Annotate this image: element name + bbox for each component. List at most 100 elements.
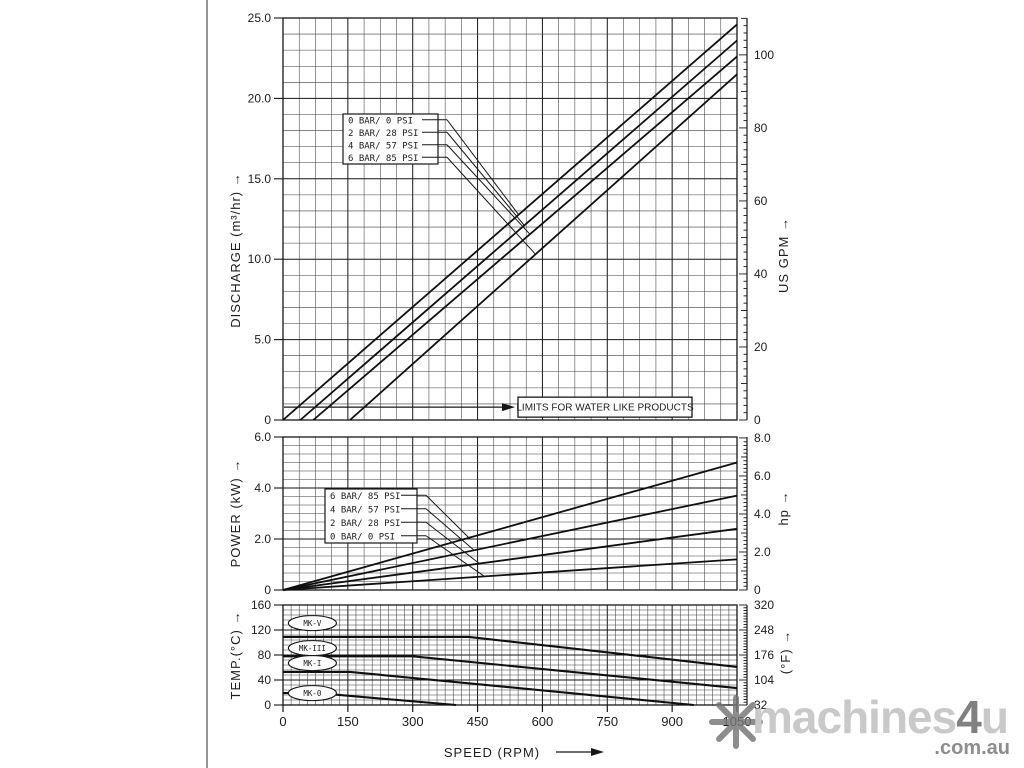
legend-entry-label: 2 BAR/ 28 PSI [330, 519, 400, 529]
x-axis-arrow-head [591, 748, 604, 756]
axis-title: DISCHARGE (m³/hr) → [228, 172, 243, 328]
right-tick-label: 2.0 [754, 545, 771, 559]
model-oval-label: MK-III [299, 644, 326, 653]
legend-entry-label: 2 BAR/ 28 PSI [348, 129, 418, 139]
legend-leader [425, 494, 470, 539]
left-tick-label: 6.0 [254, 430, 271, 444]
left-tick-label: 20.0 [248, 91, 272, 105]
curve-4-bar-57-psi [282, 494, 738, 591]
x-tick-label: 0 [279, 714, 286, 729]
legend-leader [425, 535, 485, 577]
curve-mk-i [283, 670, 694, 707]
x-tick-label: 450 [467, 714, 489, 729]
x-tick-label: 750 [596, 714, 618, 729]
legend-entry-label: 6 BAR/ 85 PSI [348, 154, 418, 164]
watermark-brand-prefix: machines [752, 691, 957, 743]
axis-title: POWER (kW) → [228, 459, 243, 568]
left-tick-label: 25.0 [248, 11, 272, 25]
panel-border [282, 17, 738, 421]
left-tick-label: 80 [258, 648, 272, 662]
left-tick-label: 40 [258, 673, 272, 687]
right-tick-label: 176 [754, 648, 774, 662]
right-tick-label: 32 [754, 698, 768, 712]
right-tick-label: 320 [754, 598, 774, 612]
x-axis-title: SPEED (RPM) [444, 745, 540, 760]
right-tick-label: 248 [754, 623, 774, 637]
curve-4-bar-57-psi [312, 55, 738, 421]
curve-mk-iii [283, 655, 738, 690]
watermark-brand-number: 4 [956, 691, 982, 743]
axis-title: hp → [776, 490, 791, 525]
right-tick-label: 80 [754, 121, 768, 135]
legend-entry-label: 0 BAR/ 0 PSI [348, 116, 413, 126]
curve-mk-v [283, 635, 738, 668]
power-panel: 0 2.0 4.0 6.0 0 2.0 4.0 6.0 8.0 6 BAR/ 85 PSI 4 BA… [254, 430, 771, 597]
x-tick-label: 600 [532, 714, 554, 729]
legend-leader [446, 144, 531, 235]
model-oval-label: MK-V [303, 619, 322, 628]
left-tick-label: 0 [264, 583, 271, 597]
model-oval-label: MK-I [303, 659, 321, 668]
annotation-box [517, 396, 693, 418]
legend-entry-label: 4 BAR/ 57 PSI [330, 505, 400, 515]
axis-title: TEMP.(°C) → [228, 611, 243, 700]
star-spoke [716, 702, 756, 742]
watermark-brand: machines4u [752, 691, 1009, 743]
right-tick-label: 60 [754, 194, 768, 208]
axis-title: (°F) → [778, 630, 793, 674]
legend-box [342, 113, 439, 165]
legend-entry-label: 6 BAR/ 85 PSI [330, 492, 400, 502]
x-axis: 01503004506007509001050SPEED (RPM) [279, 705, 751, 760]
discharge-panel: 0 5.0 10.0 15.0 20.0 25.0 0 20 40 60 80 100 0 BAR/ 0… [248, 11, 775, 427]
model-oval [287, 615, 337, 632]
left-tick-label: 0 [264, 698, 271, 712]
right-tick-label: 0 [754, 413, 761, 427]
right-tick-label: 0 [754, 583, 761, 597]
right-tick-label: 20 [754, 340, 768, 354]
annotation-text: LIMITS FOR WATER LIKE PRODUCTS [516, 403, 694, 414]
legend-box [324, 488, 418, 544]
watermark-brand-suffix: u [980, 691, 1009, 743]
watermark-star-icon [709, 695, 763, 749]
left-tick-label: 120 [251, 623, 271, 637]
legend-leader [446, 119, 520, 215]
right-tick-label: 4.0 [754, 507, 771, 521]
legend-entry-label: 0 BAR/ 0 PSI [330, 532, 395, 542]
legend-leader [446, 131, 525, 226]
legend-leader [425, 521, 480, 564]
right-tick-label: 8.0 [754, 431, 771, 445]
model-oval [287, 685, 337, 702]
model-oval [287, 655, 337, 672]
left-tick-label: 4.0 [254, 481, 271, 495]
curve-6-bar-85-psi [282, 461, 738, 591]
curve-0-bar-0-psi [282, 558, 738, 591]
right-tick-label: 100 [754, 48, 774, 62]
legend-leader [446, 156, 536, 255]
left-tick-label: 15.0 [248, 172, 272, 186]
x-tick-label: 150 [337, 714, 359, 729]
right-tick-label: 40 [754, 267, 768, 281]
right-tick-label: 6.0 [754, 469, 771, 483]
curve-2-bar-28-psi [282, 527, 738, 591]
annotation-arrow-head [502, 403, 515, 412]
curve-6-bar-85-psi [349, 73, 738, 421]
x-tick-label: 300 [402, 714, 424, 729]
left-tick-label: 2.0 [254, 532, 271, 546]
watermark-domain: .com.au [934, 737, 1010, 759]
model-oval-label: MK-0 [303, 689, 322, 698]
right-tick-label: 104 [754, 673, 774, 687]
curve-0-bar-0-psi [282, 23, 738, 421]
left-tick-label: 5.0 [254, 333, 271, 347]
x-tick-label: 900 [661, 714, 683, 729]
legend-entry-label: 4 BAR/ 57 PSI [348, 141, 418, 151]
left-tick-label: 0 [264, 413, 271, 427]
axis-title: US GPM → [776, 217, 791, 293]
left-tick-label: 10.0 [248, 252, 272, 266]
left-tick-label: 160 [251, 598, 271, 612]
legend-leader [425, 508, 475, 551]
curve-2-bar-28-psi [299, 39, 738, 421]
temperature-panel: 0 40 80 120 160 32 104 176 248 320 MK-V MK-III MK-I M… [251, 598, 774, 712]
panel-border [282, 436, 738, 591]
